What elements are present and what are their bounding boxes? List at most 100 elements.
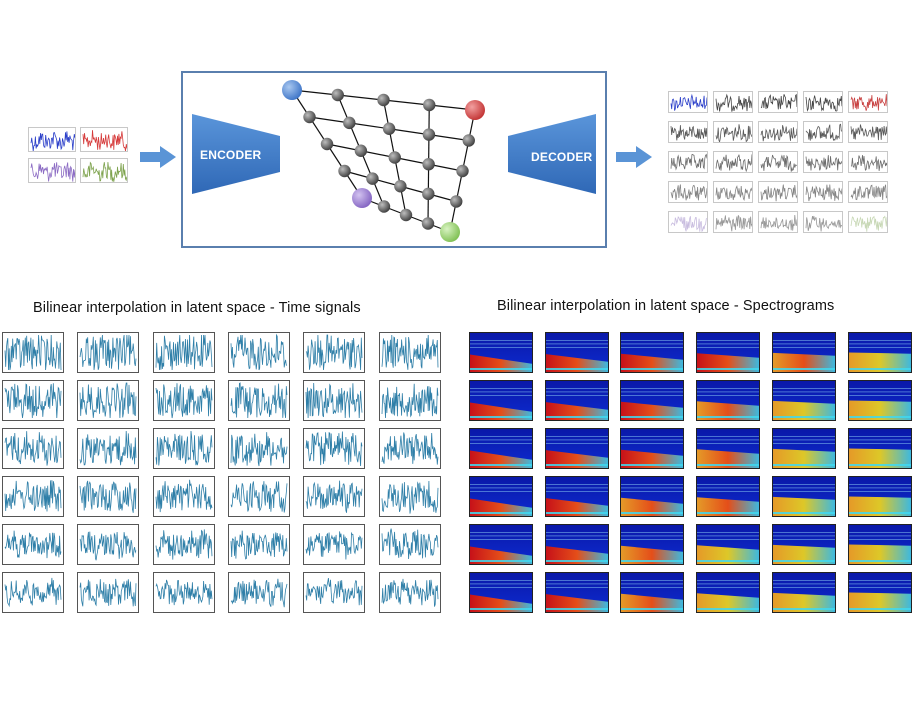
time-signal-trace bbox=[230, 578, 288, 608]
output-signal-trace bbox=[760, 184, 797, 202]
time-signal-cell bbox=[379, 572, 441, 613]
spectrogram-cell bbox=[772, 428, 836, 469]
spectrogram-low-line bbox=[470, 608, 532, 610]
spectrogram-energy-band bbox=[546, 402, 608, 420]
time-signal-plot bbox=[79, 334, 137, 370]
spectrogram-low-line bbox=[621, 368, 683, 370]
spectrogram-cell bbox=[696, 572, 760, 613]
spectrogram-cell bbox=[696, 524, 760, 565]
spectrogram-energy-band bbox=[621, 353, 683, 372]
spectrogram-harmonic-line bbox=[546, 340, 608, 341]
latent-node bbox=[366, 172, 379, 185]
spectrogram-harmonic-line bbox=[546, 491, 608, 492]
output-arrow-shape bbox=[616, 146, 652, 168]
time-signal-plot bbox=[305, 531, 363, 560]
spectrogram-cell bbox=[469, 476, 533, 517]
spectrogram-image bbox=[470, 381, 532, 420]
time-signal-cell bbox=[2, 476, 64, 517]
time-signal-plot bbox=[155, 579, 213, 606]
latent-node bbox=[354, 144, 368, 157]
time-signal-plot bbox=[155, 430, 213, 466]
spectrogram-low-line bbox=[773, 464, 835, 466]
spectrogram-cell bbox=[848, 380, 912, 421]
spectrogram-harmonic-line bbox=[773, 343, 835, 345]
time-signal-plot bbox=[230, 432, 288, 467]
spectrogram-harmonic-line bbox=[773, 487, 835, 489]
time-signal-trace bbox=[230, 333, 288, 371]
output-signal bbox=[668, 181, 708, 203]
spectrogram-harmonic-line bbox=[621, 535, 683, 537]
time-signal-trace bbox=[381, 432, 439, 465]
time-signal-cell bbox=[153, 428, 215, 469]
spectrogram-low-line bbox=[546, 416, 608, 418]
time-signal-trace bbox=[155, 479, 213, 513]
output-signal-plot bbox=[670, 93, 707, 111]
latent-grid bbox=[282, 80, 485, 242]
spectrogram-harmonic-line bbox=[621, 436, 683, 437]
spectrogram-low-line bbox=[470, 464, 532, 466]
time-signal-trace bbox=[79, 430, 137, 466]
output-signal-trace bbox=[850, 94, 887, 111]
time-signal-trace bbox=[305, 531, 363, 560]
spectrogram-low-line bbox=[470, 368, 532, 370]
time-signal-cell bbox=[228, 572, 290, 613]
spectrogram-harmonic-line bbox=[697, 535, 759, 537]
spectrogram-harmonic-line bbox=[697, 443, 759, 444]
time-signal-plot bbox=[4, 334, 62, 371]
output-signal-plot bbox=[715, 93, 752, 112]
spectrogram-cell bbox=[696, 380, 760, 421]
time-signal-cell bbox=[379, 332, 441, 373]
output-signal-plot bbox=[805, 184, 842, 202]
spectrogram-energy-band bbox=[621, 401, 683, 420]
spectrogram-energy-band bbox=[849, 544, 911, 564]
spectrogram-image bbox=[773, 381, 835, 420]
latent-node bbox=[399, 208, 413, 222]
time-signal-trace bbox=[4, 431, 62, 466]
spectrogram-cell bbox=[469, 428, 533, 469]
spectrogram-harmonic-line bbox=[621, 491, 683, 492]
spectrogram-low-line bbox=[546, 560, 608, 562]
time-signal-trace bbox=[155, 579, 213, 606]
time-signal-plot bbox=[230, 333, 288, 371]
spectrogram-energy-band bbox=[697, 545, 759, 564]
spectrogram-harmonic-line bbox=[773, 439, 835, 441]
time-signal-trace bbox=[79, 334, 137, 370]
output-signal-plot bbox=[805, 215, 842, 232]
spectrogram-low-line bbox=[546, 464, 608, 466]
spectrogram-cell bbox=[620, 476, 684, 517]
spectrogram-image bbox=[546, 573, 608, 612]
spectrogram-harmonic-line bbox=[546, 587, 608, 588]
time-signal-trace bbox=[155, 334, 213, 371]
spectrogram-harmonic-line bbox=[773, 587, 835, 588]
spectrogram-harmonic-line bbox=[849, 395, 911, 396]
spectrogram-harmonic-line bbox=[849, 539, 911, 540]
spectrogram-harmonic-line bbox=[546, 535, 608, 537]
output-signal-trace bbox=[670, 153, 707, 171]
time-signal-trace bbox=[230, 481, 288, 513]
time-signal-plot bbox=[4, 530, 62, 559]
output-signal bbox=[848, 211, 888, 233]
spectrogram-low-line bbox=[621, 608, 683, 610]
spectrogram-image bbox=[697, 333, 759, 372]
output-signal bbox=[668, 91, 708, 113]
spectrogram-cell bbox=[469, 524, 533, 565]
output-signal bbox=[713, 181, 753, 203]
output-signal-trace bbox=[715, 154, 752, 172]
spectrogram-harmonic-line bbox=[546, 583, 608, 585]
output-signal-plot bbox=[850, 215, 887, 232]
spectrogram-harmonic-line bbox=[470, 347, 532, 348]
time-signal-trace bbox=[305, 480, 363, 513]
spectrogram-harmonic-line bbox=[697, 343, 759, 345]
output-signal bbox=[758, 181, 798, 203]
output-signal-trace bbox=[805, 123, 842, 141]
spectrogram-harmonic-line bbox=[546, 580, 608, 581]
spectrogram-harmonic-line bbox=[470, 587, 532, 588]
time-signal-trace bbox=[305, 578, 363, 606]
spectrogram-harmonic-line bbox=[470, 343, 532, 345]
output-signal-plot bbox=[805, 155, 842, 171]
output-signal-plot bbox=[715, 124, 752, 142]
latent-node bbox=[394, 180, 407, 193]
spectrogram-harmonic-line bbox=[621, 532, 683, 533]
spectrogram-low-line bbox=[697, 464, 759, 466]
spectrogram-harmonic-line bbox=[773, 347, 835, 348]
